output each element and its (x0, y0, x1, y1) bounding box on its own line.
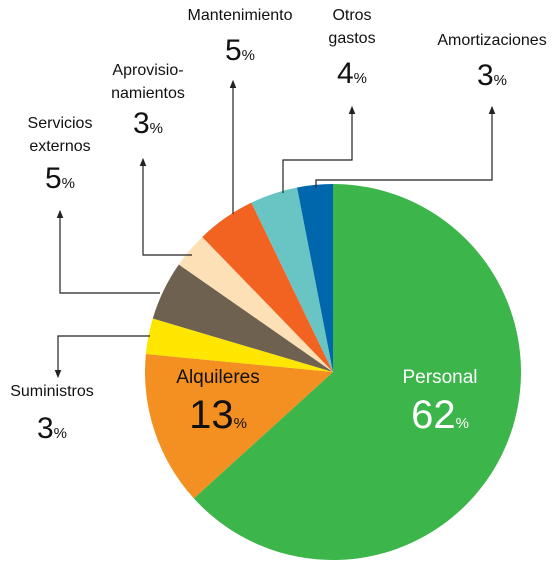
value-label: 3% (133, 107, 163, 140)
value-unit: % (234, 415, 247, 432)
leader-line (139, 157, 192, 256)
category-label: Aprovisio-namientos (111, 62, 185, 102)
value-number: 5 (45, 162, 62, 195)
value-unit: % (150, 120, 163, 137)
slice (297, 184, 333, 372)
category-label: Otros gastos (328, 7, 375, 47)
label-line: Alquileres (176, 367, 259, 388)
slice (202, 202, 333, 372)
slice (145, 318, 333, 372)
value-label: 5% (45, 162, 75, 195)
category-label: Amortizaciones (437, 32, 546, 49)
label-line: Aprovisio- (112, 62, 183, 79)
leader-line (315, 105, 496, 188)
value-label: 3% (477, 59, 507, 92)
label-line: Personal (403, 367, 478, 388)
slice (251, 187, 333, 372)
value-unit: % (242, 47, 255, 64)
slice (178, 236, 333, 372)
value-label: 5% (225, 34, 255, 67)
labels: Personal 62% Alquileres 13% Suministros 3% Ser… (10, 7, 546, 445)
slice (193, 184, 521, 560)
label-line: Suministros (10, 383, 94, 400)
label-line: Amortizaciones (437, 32, 546, 49)
value-label: 13% (189, 393, 247, 437)
value-unit: % (494, 72, 507, 89)
leader-line (56, 209, 160, 294)
value-unit: % (62, 175, 75, 192)
category-label: Mantenimiento (188, 7, 293, 24)
label-line: externos (29, 138, 90, 155)
slice (145, 353, 333, 499)
value-number: 3 (133, 107, 150, 140)
label-line: namientos (111, 85, 185, 102)
value-label: 3% (37, 412, 67, 445)
leader-line (54, 335, 150, 379)
category-label: Suministros (10, 383, 94, 400)
category-label: Servicios externos (28, 115, 93, 155)
value-unit: % (54, 425, 67, 442)
leaders (54, 79, 496, 379)
label-line: Mantenimiento (188, 7, 293, 24)
value-unit: % (354, 70, 367, 87)
leader-line (282, 105, 356, 193)
value-label: 4% (337, 57, 367, 90)
value-number: 4 (337, 57, 354, 90)
value-number: 62 (411, 393, 456, 437)
value-number: 13 (189, 393, 234, 437)
value-number: 3 (477, 59, 494, 92)
value-number: 3 (37, 412, 54, 445)
pie (145, 184, 521, 560)
label-line: Servicios (28, 115, 93, 132)
label-line: Otros (332, 7, 371, 24)
label-line: gastos (328, 30, 375, 47)
value-number: 5 (225, 34, 242, 67)
category-label: Alquileres (176, 367, 259, 388)
value-unit: % (456, 415, 469, 432)
category-label: Personal (403, 367, 478, 388)
value-label: 62% (411, 393, 469, 437)
slice (152, 264, 333, 372)
